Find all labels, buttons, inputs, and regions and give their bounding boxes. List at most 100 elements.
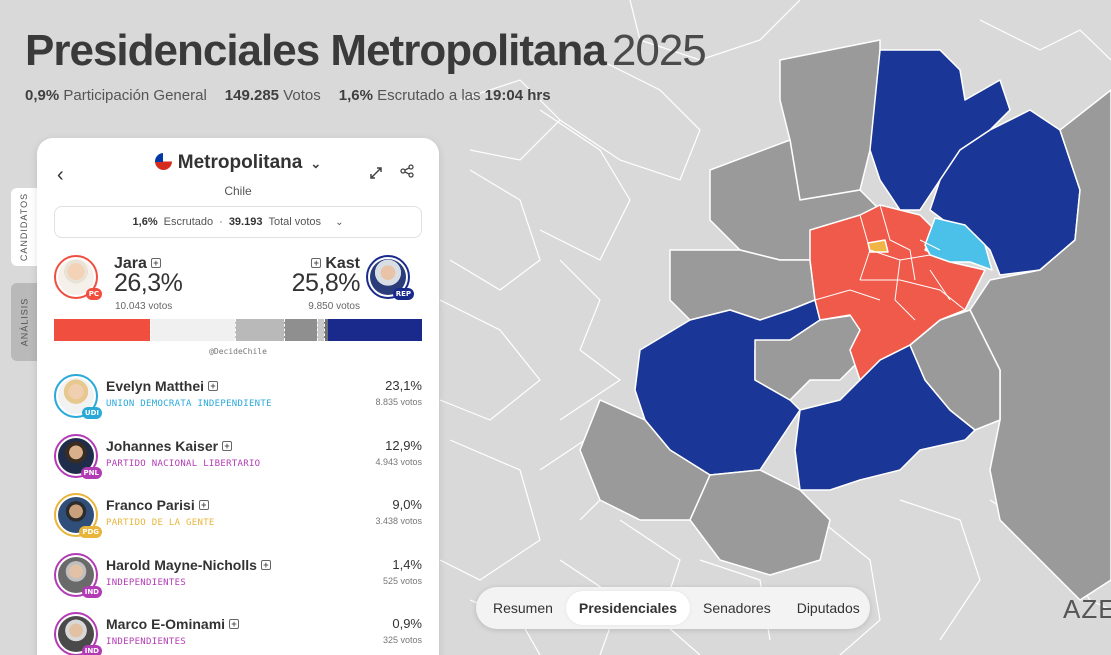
vote-bar-segment	[54, 319, 151, 341]
candidate-party: INDEPENDIENTES	[106, 577, 187, 588]
candidate-row[interactable]: PNL Johannes Kaiser + PARTIDO NACIONAL LIBE…	[37, 430, 439, 490]
summary-dropdown[interactable]: 1,6% Escrutado · 39.193 Total votos ⌄	[54, 206, 422, 238]
candidate-row[interactable]: IND Harold Mayne-Nicholls + INDEPENDIENTES 1…	[37, 549, 439, 609]
page-header: Presidenciales Metropolitana 2025 0,9% Pa…	[25, 25, 707, 104]
summary-total-label: Total votos	[268, 216, 322, 228]
vote-bar-segment	[235, 319, 284, 341]
chevron-left-icon: ‹	[57, 164, 64, 186]
plus-box-icon: +	[150, 258, 161, 268]
nav-item-presidenciales[interactable]: Presidenciales	[565, 591, 690, 625]
participation-label: Participación General	[63, 87, 207, 104]
share-button[interactable]	[400, 164, 414, 182]
commune-borders	[814, 204, 966, 321]
jara-name[interactable]: Jara +	[114, 255, 165, 273]
candidate-party: PARTIDO DE LA GENTE	[106, 518, 215, 528]
summary-counted-label: Escrutado	[163, 216, 214, 228]
title-year: 2025	[611, 26, 707, 75]
tab-candidates-label: CANDIDATOS	[19, 192, 29, 262]
candidate-avatar: PDG	[54, 493, 102, 538]
jara-percentage: 26,3%	[114, 269, 183, 297]
section-nav: Resumen Presidenciales Senadores Diputados	[476, 587, 870, 629]
candidate-name-text: Marco E-Ominami	[106, 616, 226, 632]
jara-votes: 10.043 votos	[115, 301, 173, 312]
kast-name-text: Kast	[325, 255, 360, 272]
nav-item-diputados[interactable]: Diputados	[796, 600, 860, 616]
kast-name[interactable]: + Kast	[307, 255, 360, 273]
plus-box-icon: +	[311, 258, 322, 268]
plus-box-icon[interactable]: +	[208, 381, 219, 391]
votes-value: 149.285	[224, 87, 280, 104]
kast-percentage: 25,8%	[291, 269, 361, 297]
candidate-percentage: 1,4%	[392, 556, 422, 572]
tab-analysis[interactable]: ANÁLISIS	[11, 283, 37, 361]
candidate-list: UDI Evelyn Matthei + UNION DEMOCRATA INDEPE…	[37, 370, 439, 655]
candidate-avatar: UDI	[54, 374, 102, 419]
stats-line: 0,9% Participación General 149.285 Votos…	[25, 87, 706, 104]
brand-logo-text: AZE	[1063, 594, 1111, 624]
candidate-votes: 325 votos	[382, 635, 422, 645]
region-name: Metropolitana	[177, 152, 303, 173]
chile-flag-icon	[154, 153, 172, 170]
vote-bar-segment	[283, 319, 318, 341]
counted-time: 19:04 hrs	[484, 87, 551, 104]
page-title: Presidenciales Metropolitana 2025	[25, 25, 707, 77]
credit-handle: @DecideChile	[209, 347, 267, 356]
party-badge: PNL	[80, 466, 102, 479]
region-selector[interactable]: Metropolitana ⌄	[37, 152, 439, 174]
nav-item-senadores[interactable]: Senadores	[702, 600, 771, 616]
candidate-avatar: IND	[54, 552, 102, 598]
map-regions	[579, 39, 1111, 601]
party-badge: PC	[85, 288, 102, 300]
summary-separator: ·	[219, 216, 223, 228]
back-button[interactable]: ‹	[57, 164, 64, 187]
vote-share-bar	[54, 319, 422, 341]
candidate-votes: 8.835 votos	[375, 397, 422, 407]
plus-box-icon[interactable]: +	[229, 619, 240, 629]
jara-avatar[interactable]: PC	[54, 255, 102, 300]
region-center-red	[809, 204, 986, 381]
candidate-avatar: IND	[54, 612, 102, 655]
vote-bar-segment	[317, 319, 324, 341]
candidate-name: Evelyn Matthei +	[106, 378, 222, 394]
candidate-party: PARTIDO NACIONAL LIBERTARIO	[106, 458, 261, 469]
expand-button[interactable]	[369, 166, 383, 183]
candidate-name-text: Johannes Kaiser	[106, 437, 219, 454]
candidate-name: Marco E-Ominami +	[106, 616, 243, 632]
candidate-row[interactable]: UDI Evelyn Matthei + UNION DEMOCRATA INDEPE…	[37, 370, 439, 430]
candidate-votes: 3.438 votos	[375, 516, 422, 526]
candidate-row[interactable]: IND Marco E-Ominami + INDEPENDIENTES 0,9% 325…	[37, 608, 439, 655]
candidate-percentage: 0,9%	[392, 616, 422, 631]
candidate-name: Franco Parisi +	[106, 497, 213, 513]
candidate-row[interactable]: PDG Franco Parisi + PARTIDO DE LA GENTE 9,0%…	[37, 489, 439, 549]
stat-counted: 1,6% Escrutado a las 19:04 hrs	[339, 87, 551, 104]
share-icon	[400, 164, 414, 178]
candidate-party: UNION DEMOCRATA INDEPENDIENTE	[106, 399, 272, 409]
nav-item-resumen[interactable]: Resumen	[493, 600, 553, 616]
candidate-percentage: 9,0%	[392, 497, 422, 512]
expand-icon	[370, 167, 382, 179]
vote-bar-segment	[323, 319, 328, 341]
stat-votes: 149.285 Votos	[225, 87, 321, 104]
candidate-name: Harold Mayne-Nicholls +	[106, 557, 275, 573]
candidate-avatar: PNL	[54, 433, 102, 479]
candidate-name: Johannes Kaiser +	[106, 438, 236, 454]
plus-box-icon[interactable]: +	[198, 500, 209, 510]
region-south-grey	[689, 469, 831, 576]
candidate-votes: 4.943 votos	[375, 456, 422, 467]
party-badge: UDI	[81, 407, 102, 419]
jara-name-text: Jara	[114, 255, 147, 272]
party-badge: REP	[392, 288, 414, 300]
stat-participation: 0,9% Participación General	[25, 87, 207, 104]
kast-avatar[interactable]: REP	[366, 255, 414, 300]
votes-label: Votos	[283, 87, 321, 104]
region-southeast-grey	[909, 309, 1001, 431]
summary-total-value: 39.193	[228, 216, 263, 228]
summary-counted-value: 1,6%	[132, 216, 158, 228]
plus-box-icon[interactable]: +	[222, 440, 233, 451]
party-badge: IND	[81, 645, 102, 655]
candidate-percentage: 23,1%	[385, 378, 422, 393]
plus-box-icon[interactable]: +	[260, 559, 271, 570]
region-center-cyan	[924, 217, 993, 271]
tab-candidates[interactable]: CANDIDATOS	[11, 188, 37, 266]
